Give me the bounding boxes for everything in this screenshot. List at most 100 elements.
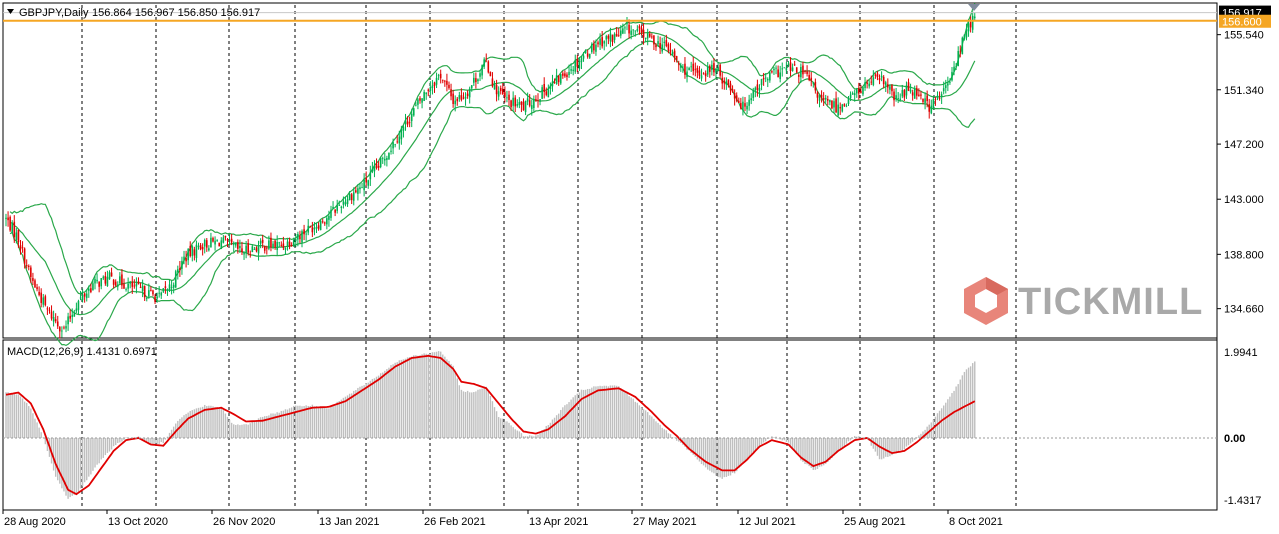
macd-bar [218,407,220,438]
macd-bar [247,424,249,438]
candle-body [584,50,587,54]
candle-body [355,190,357,193]
candle-body [603,41,606,44]
candle-body [456,98,459,102]
candle-body [27,265,30,267]
macd-bar [311,404,314,438]
macd-bar [317,406,320,438]
candle-body [172,284,175,288]
candle-body [930,105,933,114]
macd-bar [895,437,897,454]
symbol-dropdown-icon[interactable] [7,9,14,14]
candle-body [891,85,893,92]
candle-body [234,243,237,246]
macd-bar [431,352,434,438]
candle-body [864,82,866,89]
macd-bar [566,404,568,438]
candle-body [847,99,850,105]
macd-bar [835,437,837,454]
candle-body [843,104,846,106]
candle-body [135,283,138,287]
macd-bar [555,415,558,438]
candle-body [19,245,22,250]
macd-bar [798,437,800,456]
macd-bar [5,392,7,438]
candle-body [793,64,796,66]
macd-bar [518,431,521,438]
candle-body [518,102,521,105]
macd-bar [615,385,618,438]
candle-body [90,288,92,292]
candle-body [787,63,790,67]
candle-body [32,278,34,281]
candle-body [533,99,535,108]
candle-body [785,67,788,71]
candle-body [446,80,448,85]
macd-bar [738,437,740,468]
macd-bar [54,437,57,477]
candle-body [96,279,98,282]
macd-bar [725,437,728,477]
macd-bar [63,437,65,492]
candle-body [646,32,649,39]
macd-bar [779,437,781,440]
candle-body [245,245,247,253]
macd-bar [233,424,235,438]
macd-bar [313,406,316,438]
candle-body [806,71,808,74]
candle-body [226,239,229,241]
candle-body [630,30,632,35]
candle-body [340,206,343,209]
candle-body [957,51,959,67]
candle-body [644,37,647,39]
macd-bar [508,422,510,438]
candle-body [773,68,775,71]
macd-bar [531,435,533,438]
macd-bar [282,410,285,438]
candle-body [551,81,554,87]
candle-body [284,247,287,250]
candle-body [578,61,581,69]
macd-bar [822,437,825,466]
macd-bar [825,437,827,464]
candle-body [756,84,759,91]
candle-body [829,99,831,103]
candle-body [721,77,724,84]
macd-bar [162,437,165,444]
macd-bar [353,390,355,438]
candle-body [568,71,570,75]
candle-body [183,256,185,261]
candle-body [59,326,61,332]
horizontal-level[interactable] [3,12,1217,22]
candle-body [748,99,750,106]
macd-bar [69,437,71,498]
macd-bar [636,402,639,438]
candle-body [638,26,641,29]
candle-body [174,271,177,288]
macd-bar [599,385,601,438]
candle-body [193,249,196,256]
macd-bar [332,404,334,438]
macd-bar [400,359,403,438]
macd-bar [628,396,630,438]
macd-bar [239,425,241,438]
candle-body [934,99,937,101]
candle-body [715,68,717,73]
candle-body [605,36,608,40]
candle-body [299,236,301,240]
candle-body [746,105,748,110]
macd-bar [197,407,200,438]
candle-body [725,81,728,85]
candle-body [688,68,690,71]
macd-bar [195,408,198,438]
macd-bar [367,382,369,438]
macd-bar [67,437,69,499]
candle-body [504,92,506,97]
candle-body [158,292,160,294]
macd-bar [413,355,415,438]
macd-bar [704,437,707,468]
macd-bar [330,406,332,438]
candle-body [309,226,312,227]
